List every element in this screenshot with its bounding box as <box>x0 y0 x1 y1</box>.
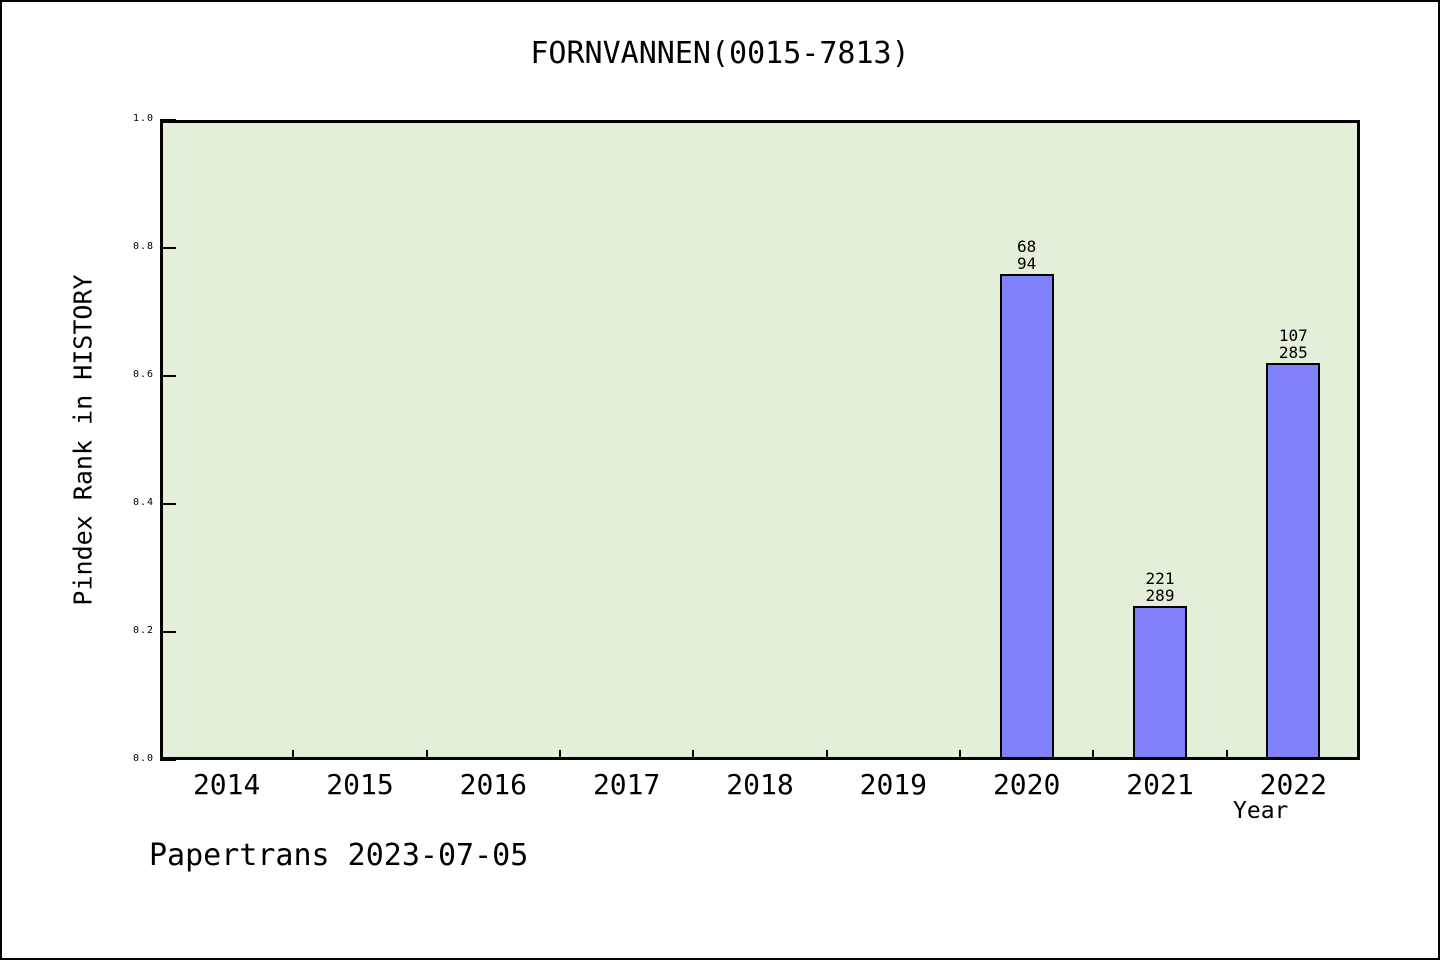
y-tick-label: 0.4 <box>132 497 154 508</box>
chart-title: FORNVANNEN(0015-7813) <box>530 36 910 71</box>
x-tick-label-2015: 2015 <box>326 768 394 801</box>
watermark-text: Papertrans 2023-07-05 <box>149 838 529 873</box>
bar-value-label-2022: 107 285 <box>1278 326 1308 363</box>
x-axis-label: Year <box>1233 798 1289 824</box>
y-tick-mark <box>160 247 176 249</box>
x-tick-label-2017: 2017 <box>592 768 661 801</box>
x-tick-label-2014: 2014 <box>192 768 261 801</box>
y-tick-mark <box>160 759 176 761</box>
y-axis-label: Pindex Rank in HISTORY <box>68 274 98 606</box>
bar-value-label-2020: 68 94 <box>1017 236 1037 273</box>
x-tick-label-2022: 2022 <box>1259 768 1328 801</box>
x-tick-mark <box>425 750 428 760</box>
y-tick-label: 0.8 <box>132 241 154 252</box>
x-tick-mark <box>825 750 828 760</box>
x-tick-mark <box>292 750 295 760</box>
x-tick-mark <box>959 750 961 760</box>
y-tick-mark <box>160 503 176 505</box>
x-tick-label-2019: 2019 <box>859 768 928 801</box>
x-tick-mark <box>1092 750 1095 760</box>
y-tick-mark <box>160 631 176 633</box>
x-tick-label-2021: 2021 <box>1126 768 1194 801</box>
bar-2022 <box>1266 363 1321 760</box>
x-tick-mark <box>692 750 695 760</box>
bar-2020 <box>999 273 1054 760</box>
x-tick-label-2020: 2020 <box>992 768 1061 801</box>
x-tick-mark <box>1225 750 1228 760</box>
bar-2021 <box>1133 606 1187 760</box>
x-tick-mark <box>559 750 561 760</box>
plot-area: 2014 2015 2016 2017 2018 2019 2020 2021 2022 0.0 0… <box>133 113 1360 801</box>
bar-value-label-2021: 221 289 <box>1145 569 1175 606</box>
x-tick-label-2016: 2016 <box>459 768 528 801</box>
y-tick-mark <box>160 119 176 121</box>
y-tick-label: 0.2 <box>132 625 154 636</box>
y-tick-mark <box>160 375 176 377</box>
y-tick-label: 0.6 <box>132 369 154 380</box>
y-tick-label: 0.0 <box>132 753 154 764</box>
y-tick-label: 1.0 <box>132 113 154 124</box>
x-tick-label-2018: 2018 <box>726 768 794 801</box>
